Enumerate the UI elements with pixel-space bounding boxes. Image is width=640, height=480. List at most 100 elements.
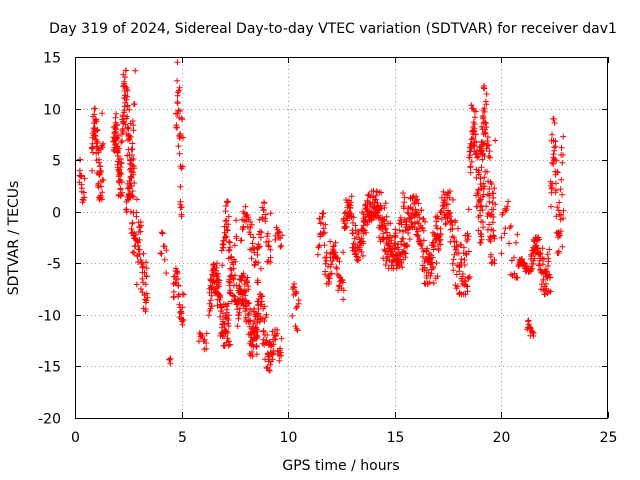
x-tick-label: 25	[600, 430, 618, 446]
data-point	[221, 321, 228, 328]
data-point	[477, 175, 484, 182]
data-point	[203, 340, 210, 346]
data-point	[539, 261, 546, 268]
data-point	[418, 242, 425, 249]
data-point	[225, 312, 232, 319]
data-point	[218, 247, 225, 254]
data-point	[100, 140, 107, 147]
data-point	[99, 144, 106, 151]
data-point	[475, 171, 482, 178]
data-point	[527, 324, 533, 331]
data-point	[540, 276, 547, 283]
data-point	[203, 345, 210, 352]
data-point	[216, 293, 223, 300]
data-point	[481, 129, 488, 136]
data-point	[117, 170, 123, 177]
data-point	[460, 244, 467, 251]
data-point	[254, 328, 261, 335]
data-point	[554, 204, 561, 211]
data-point	[88, 144, 95, 151]
data-point	[113, 126, 119, 133]
data-point	[556, 232, 563, 239]
data-point	[478, 231, 485, 238]
data-point	[175, 87, 182, 94]
data-point	[464, 236, 471, 243]
data-point	[467, 169, 474, 176]
data-point	[134, 252, 141, 259]
data-point	[536, 262, 542, 269]
data-point	[477, 203, 484, 210]
data-point	[435, 247, 442, 254]
data-point	[260, 327, 267, 334]
data-point	[514, 231, 521, 238]
y-tick-label: -20	[38, 412, 61, 428]
data-point	[402, 250, 409, 257]
data-point	[124, 93, 131, 100]
data-point	[254, 334, 260, 341]
data-point	[442, 221, 449, 228]
data-point	[92, 133, 99, 139]
data-point	[161, 243, 168, 250]
data-point	[260, 206, 267, 213]
data-point	[77, 156, 84, 163]
data-point	[99, 189, 106, 196]
data-point	[414, 196, 421, 203]
data-point	[253, 351, 260, 358]
data-point	[173, 124, 180, 131]
data-point	[434, 273, 441, 280]
data-point	[294, 303, 301, 310]
data-point	[503, 206, 510, 213]
data-point	[474, 154, 481, 161]
data-point	[214, 273, 221, 280]
data-point	[490, 214, 497, 220]
data-point	[465, 233, 472, 240]
data-point	[98, 168, 105, 175]
data-point	[94, 127, 101, 134]
data-point	[438, 216, 445, 223]
data-point	[440, 188, 447, 195]
data-point	[261, 318, 268, 325]
data-point	[225, 323, 232, 329]
data-point	[473, 108, 479, 115]
data-point	[142, 281, 149, 288]
y-tick-label: 10	[43, 103, 61, 119]
data-point	[143, 290, 150, 297]
data-point	[293, 325, 300, 332]
data-point	[462, 278, 469, 285]
data-point	[175, 143, 182, 150]
data-point	[248, 221, 255, 228]
data-point	[92, 105, 99, 112]
data-point	[137, 257, 144, 263]
data-point	[245, 312, 252, 318]
data-point	[433, 260, 440, 266]
data-point	[130, 127, 137, 134]
data-point	[401, 194, 408, 201]
data-point	[167, 355, 174, 362]
data-point	[246, 317, 253, 324]
data-point	[485, 153, 492, 160]
data-point	[274, 330, 281, 337]
data-point	[475, 153, 482, 160]
data-point	[524, 318, 531, 325]
data-point	[489, 219, 496, 226]
data-point	[404, 242, 411, 248]
data-point	[358, 248, 365, 255]
data-point	[340, 249, 347, 256]
data-point	[483, 145, 490, 152]
data-point	[550, 157, 557, 163]
data-point	[127, 208, 134, 215]
data-point	[138, 222, 144, 229]
data-point	[113, 110, 120, 117]
data-point	[416, 214, 423, 221]
data-point	[175, 282, 182, 289]
data-point	[242, 292, 249, 299]
data-point	[398, 241, 405, 248]
data-point	[321, 229, 328, 236]
data-point	[225, 247, 232, 254]
data-point	[203, 330, 210, 337]
data-point	[430, 280, 437, 287]
data-point	[249, 349, 255, 355]
data-point	[473, 138, 479, 145]
data-point	[246, 300, 253, 307]
data-point	[556, 199, 563, 206]
